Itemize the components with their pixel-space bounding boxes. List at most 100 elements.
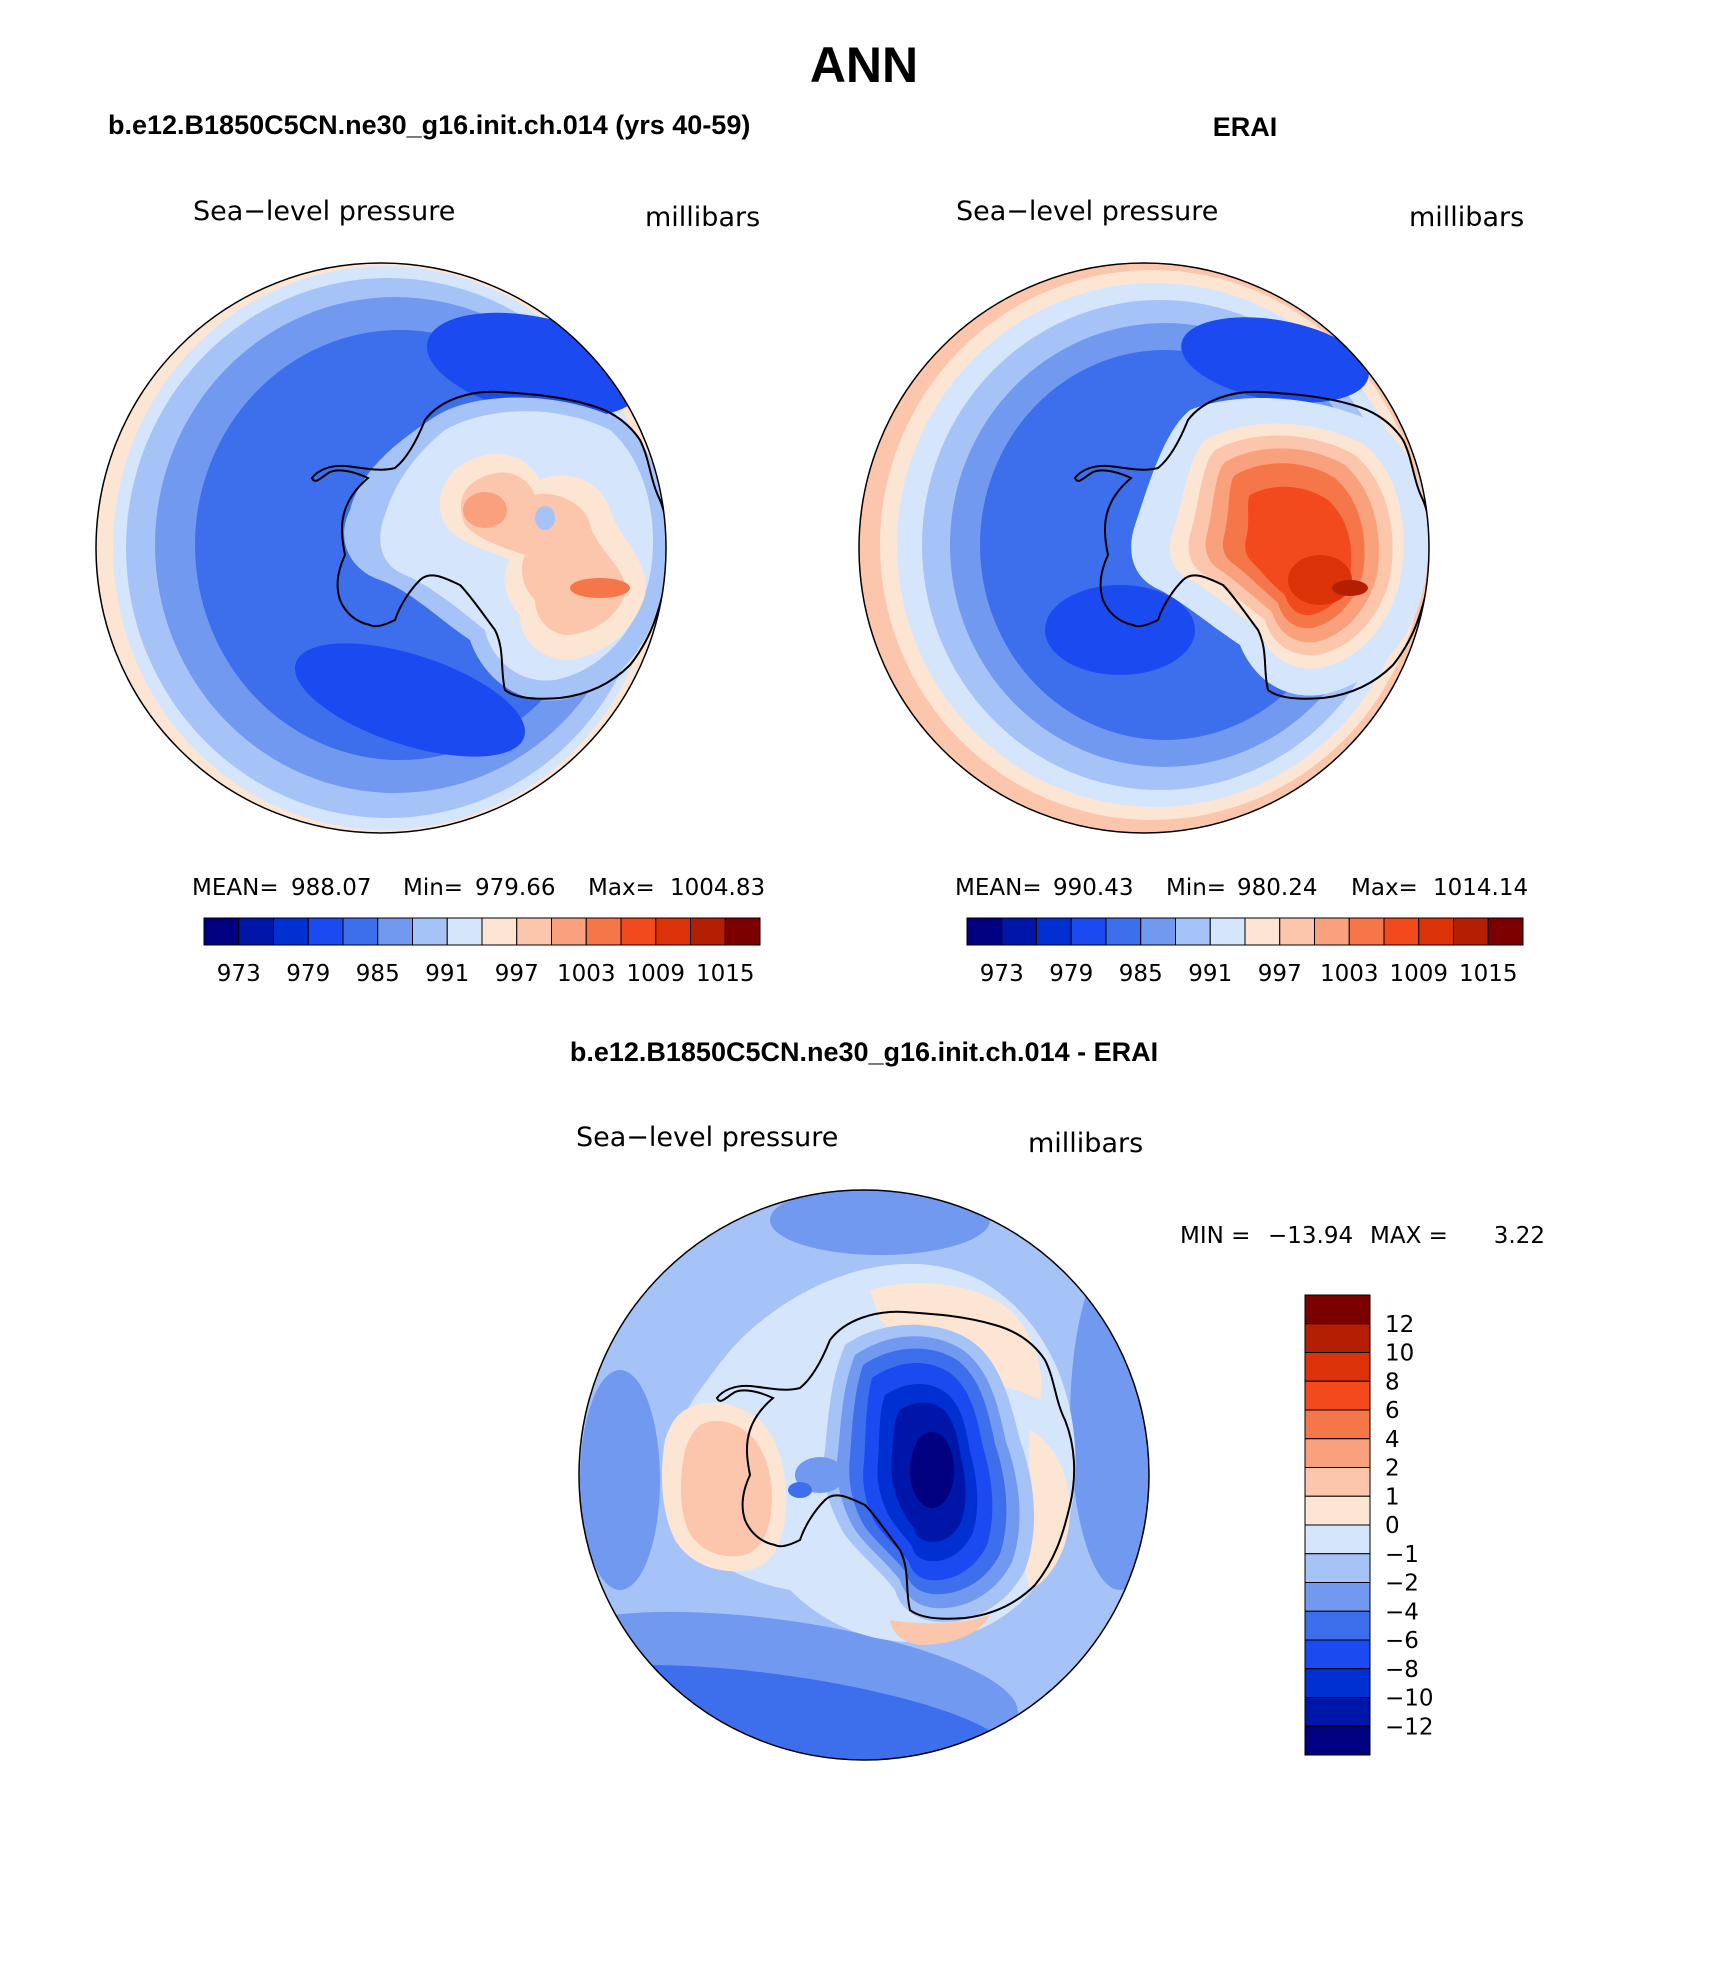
map-high — [1332, 580, 1368, 596]
panel-difference-max-label: MAX = — [1370, 1223, 1448, 1249]
panel-model: b.e12.B1850C5CN.ne30_g16.init.ch.014 (yr… — [95, 110, 765, 987]
panel-difference-min-label: MIN = — [1180, 1223, 1250, 1249]
colorbar-box — [273, 917, 309, 946]
panel-model-map-border — [95, 262, 667, 834]
map-high — [463, 492, 507, 528]
colorbar-box — [966, 917, 1003, 946]
colorbar-tick-label: 2 — [1385, 1456, 1400, 1482]
colorbar-box — [1304, 1725, 1371, 1756]
colorbar-tick-label: 12 — [1385, 1312, 1414, 1338]
colorbar-box — [1070, 917, 1107, 946]
panel-model-max-value: 1004.83 — [670, 875, 765, 901]
panel-obs-colorbar: 973 979 985 991 997 1003 1009 1015 — [966, 917, 1524, 987]
colorbar-box — [1304, 1553, 1371, 1583]
colorbar-tick-label: 6 — [1385, 1398, 1400, 1424]
colorbar-box — [1304, 1495, 1371, 1526]
panel-model-map — [96, 263, 666, 833]
colorbar-box — [1140, 917, 1176, 946]
map-high — [1288, 555, 1352, 605]
panel-difference: b.e12.B1850C5CN.ne30_g16.init.ch.014 - E… — [570, 1037, 1545, 1761]
colorbar-box — [1304, 1697, 1371, 1727]
colorbar-box — [377, 917, 413, 946]
colorbar-box — [620, 917, 657, 946]
panel-difference-map-border — [578, 1189, 1150, 1761]
map-low — [1440, 485, 1470, 605]
panel-obs-variable-label: Sea−level pressure — [956, 196, 1218, 227]
colorbar-tick-label: −6 — [1385, 1628, 1419, 1654]
colorbar-box — [1304, 1639, 1371, 1670]
colorbar-tick-label: 0 — [1385, 1513, 1400, 1539]
colorbar-tick-label: 8 — [1385, 1369, 1400, 1395]
colorbar-tick-label: −4 — [1385, 1599, 1419, 1625]
map-positive — [1024, 1430, 1070, 1590]
colorbar-tick-label: −8 — [1385, 1657, 1419, 1683]
colorbar-tick-label: 991 — [425, 961, 469, 987]
colorbar-box — [1279, 917, 1315, 946]
colorbar-tick-label: 997 — [495, 961, 539, 987]
panel-obs: ERAI Sea−level pressure millibars MEAN= … — [858, 112, 1528, 987]
panel-obs-mean-value: 990.43 — [1053, 875, 1133, 901]
colorbar-box — [585, 917, 622, 946]
colorbar-tick-label: 985 — [1119, 961, 1163, 987]
colorbar-tick-label: −10 — [1385, 1686, 1434, 1712]
colorbar-box — [1304, 1294, 1371, 1325]
colorbar-box — [1304, 1524, 1371, 1555]
panel-model-min-value: 979.66 — [475, 875, 555, 901]
colorbar-tick-label: −12 — [1385, 1714, 1434, 1740]
panel-model-max-label: Max= — [588, 875, 655, 901]
panel-difference-max-value: 3.22 — [1494, 1223, 1545, 1249]
map-low — [665, 435, 666, 655]
map-low — [295, 643, 525, 757]
colorbar-box — [1383, 917, 1420, 946]
colorbar-box — [1209, 917, 1246, 946]
colorbar-tick-label: 1015 — [696, 961, 755, 987]
colorbar-tick-label: −2 — [1385, 1571, 1419, 1597]
colorbar-box — [1304, 1409, 1371, 1440]
panel-difference-map — [579, 1190, 1149, 1760]
map-low — [1045, 585, 1195, 675]
panel-obs-map-border — [858, 262, 1430, 834]
colorbar-tick-label: 973 — [980, 961, 1024, 987]
panel-obs-heading: ERAI — [1213, 112, 1278, 142]
colorbar-tick-label: −1 — [1385, 1542, 1419, 1568]
map-high — [570, 578, 630, 598]
colorbar-box — [203, 917, 240, 946]
panel-obs-max-value: 1014.14 — [1433, 875, 1528, 901]
panel-obs-min-label: Min= — [1166, 875, 1226, 901]
colorbar-tick-label: 4 — [1385, 1427, 1400, 1453]
colorbar-box — [551, 917, 587, 946]
colorbar-box — [1036, 917, 1072, 946]
map-positive — [680, 1420, 772, 1557]
colorbar-tick-label: 991 — [1188, 961, 1232, 987]
colorbar-box — [412, 917, 448, 946]
colorbar-tick-label: 1003 — [557, 961, 616, 987]
panel-difference-heading: b.e12.B1850C5CN.ne30_g16.init.ch.014 - E… — [570, 1037, 1158, 1067]
colorbar-box — [655, 917, 691, 946]
colorbar-tick-label: 979 — [1049, 961, 1093, 987]
colorbar-box — [238, 917, 274, 946]
colorbar-box — [1244, 917, 1281, 946]
panel-obs-max-label: Max= — [1351, 875, 1418, 901]
panel-obs-min-value: 980.24 — [1237, 875, 1317, 901]
colorbar-box — [307, 917, 344, 946]
map-dip — [535, 506, 555, 530]
colorbar-box — [724, 917, 761, 946]
map-negative — [788, 1482, 812, 1498]
colorbar-box — [1304, 1582, 1371, 1612]
colorbar-tick-label: 985 — [356, 961, 400, 987]
panel-difference-variable-label: Sea−level pressure — [576, 1122, 838, 1153]
panel-difference-min-value: −13.94 — [1268, 1223, 1353, 1249]
map-min — [910, 1432, 954, 1508]
colorbar-box — [1418, 917, 1454, 946]
colorbar-box — [1453, 917, 1489, 946]
figure-title: ANN — [810, 37, 918, 93]
colorbar-tick-label: 1 — [1385, 1484, 1400, 1510]
colorbar-box — [1304, 1380, 1371, 1411]
panel-obs-mean-label: MEAN= — [955, 875, 1042, 901]
colorbar-tick-label: 1015 — [1459, 961, 1518, 987]
colorbar-tick-label: 973 — [217, 961, 261, 987]
colorbar-tick-label: 979 — [286, 961, 330, 987]
coastline — [310, 390, 666, 700]
colorbar-tick-label: 10 — [1385, 1341, 1414, 1367]
